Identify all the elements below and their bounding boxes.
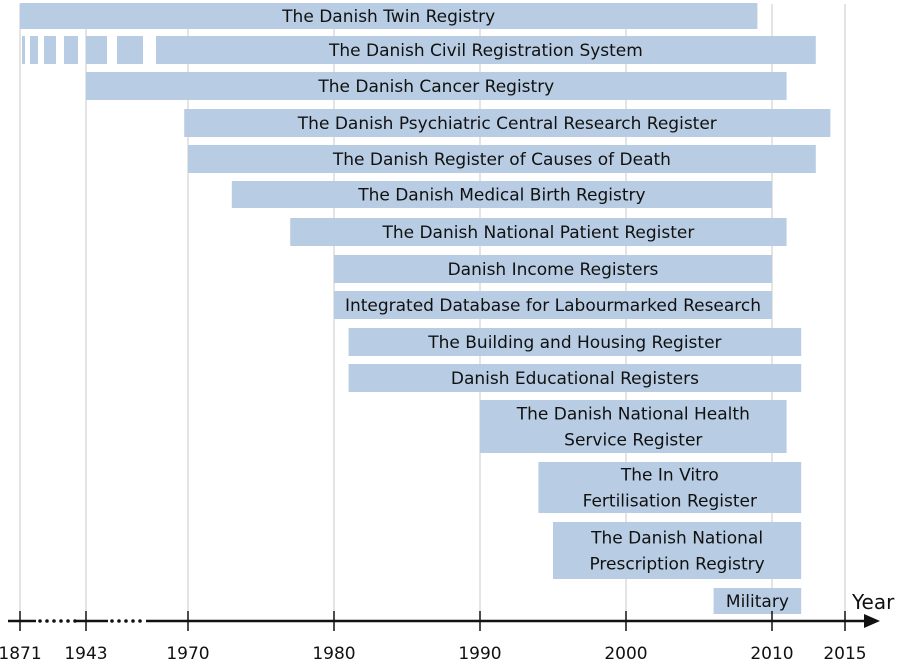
register-bar (184, 109, 831, 137)
axis-break-dot (73, 619, 77, 623)
register-label: Prescription Registry (589, 555, 764, 575)
register-bar (290, 218, 787, 246)
register-bar (713, 588, 802, 614)
register-label: The Danish Medical Birth Registry (357, 186, 645, 206)
register-label: Danish Educational Registers (451, 369, 699, 389)
register-label: The Danish Cancer Registry (317, 77, 554, 97)
bar-dash-segment (117, 36, 143, 64)
register-label: Danish Income Registers (448, 260, 659, 280)
tick-label: 1871 (0, 644, 42, 664)
axis-break-dot (66, 619, 70, 623)
register-label: Integrated Database for Labourmarked Res… (345, 296, 761, 316)
bar-dash-segment (64, 36, 78, 64)
tick-label: 1990 (458, 644, 501, 664)
time-axis: Year (8, 590, 895, 628)
register-label: The Danish Register of Causes of Death (332, 150, 671, 170)
register-label: The Danish National Patient Register (381, 223, 694, 243)
register-bar (231, 181, 773, 208)
tick-label: 1970 (166, 644, 209, 664)
axis-break-dot (124, 619, 128, 623)
register-bar (188, 145, 816, 173)
register-bar (156, 36, 816, 64)
bar-dash-segment (30, 36, 38, 64)
register-bar (553, 522, 802, 579)
register-label: Service Register (564, 431, 702, 451)
axis-break-dot (59, 619, 63, 623)
axis-break-gap (36, 615, 76, 627)
axis-break-dot (45, 619, 49, 623)
register-bar (538, 462, 802, 513)
x-axis-arrowhead (864, 614, 880, 628)
register-label: Fertilisation Register (583, 492, 757, 512)
register-label: Military (726, 592, 789, 612)
axis-break-dot (52, 619, 56, 623)
register-label: The Danish Twin Registry (281, 7, 495, 27)
register-bars: The Danish Twin Registry The Danish Civil… (20, 3, 831, 614)
register-label: The Danish National (590, 529, 763, 549)
register-bar (348, 364, 802, 392)
register-bar (480, 400, 787, 453)
axis-break-dot (117, 619, 121, 623)
register-bar (86, 72, 787, 100)
tick-labels: 1871 1943 1970 1980 1990 2000 2010 2015 (0, 611, 867, 664)
axis-breaks (36, 615, 146, 627)
tick-label: 2000 (604, 644, 647, 664)
axis-break-dot (138, 619, 142, 623)
bar-dash-segment (22, 36, 25, 64)
register-label: The Building and Housing Register (427, 333, 721, 353)
register-label: The In Vitro (620, 466, 719, 486)
register-bar (334, 255, 772, 283)
bar-dash-segment (86, 36, 107, 64)
register-bar (20, 3, 758, 29)
register-bar (348, 328, 802, 356)
tick-label: 2015 (823, 644, 866, 664)
register-label: The Danish National Health (516, 405, 750, 425)
register-label: The Danish Civil Registration System (328, 41, 643, 61)
axis-break-dot (110, 619, 114, 623)
axis-break-dot (38, 619, 42, 623)
register-label: The Danish Psychiatric Central Research … (297, 114, 717, 134)
axis-break-dot (131, 619, 135, 623)
tick-label: 1980 (312, 644, 355, 664)
x-axis-title: Year (851, 590, 895, 614)
tick-label: 2010 (750, 644, 793, 664)
tick-label: 1943 (64, 644, 107, 664)
register-bar (334, 291, 772, 319)
bar-dash-segment (44, 36, 56, 64)
